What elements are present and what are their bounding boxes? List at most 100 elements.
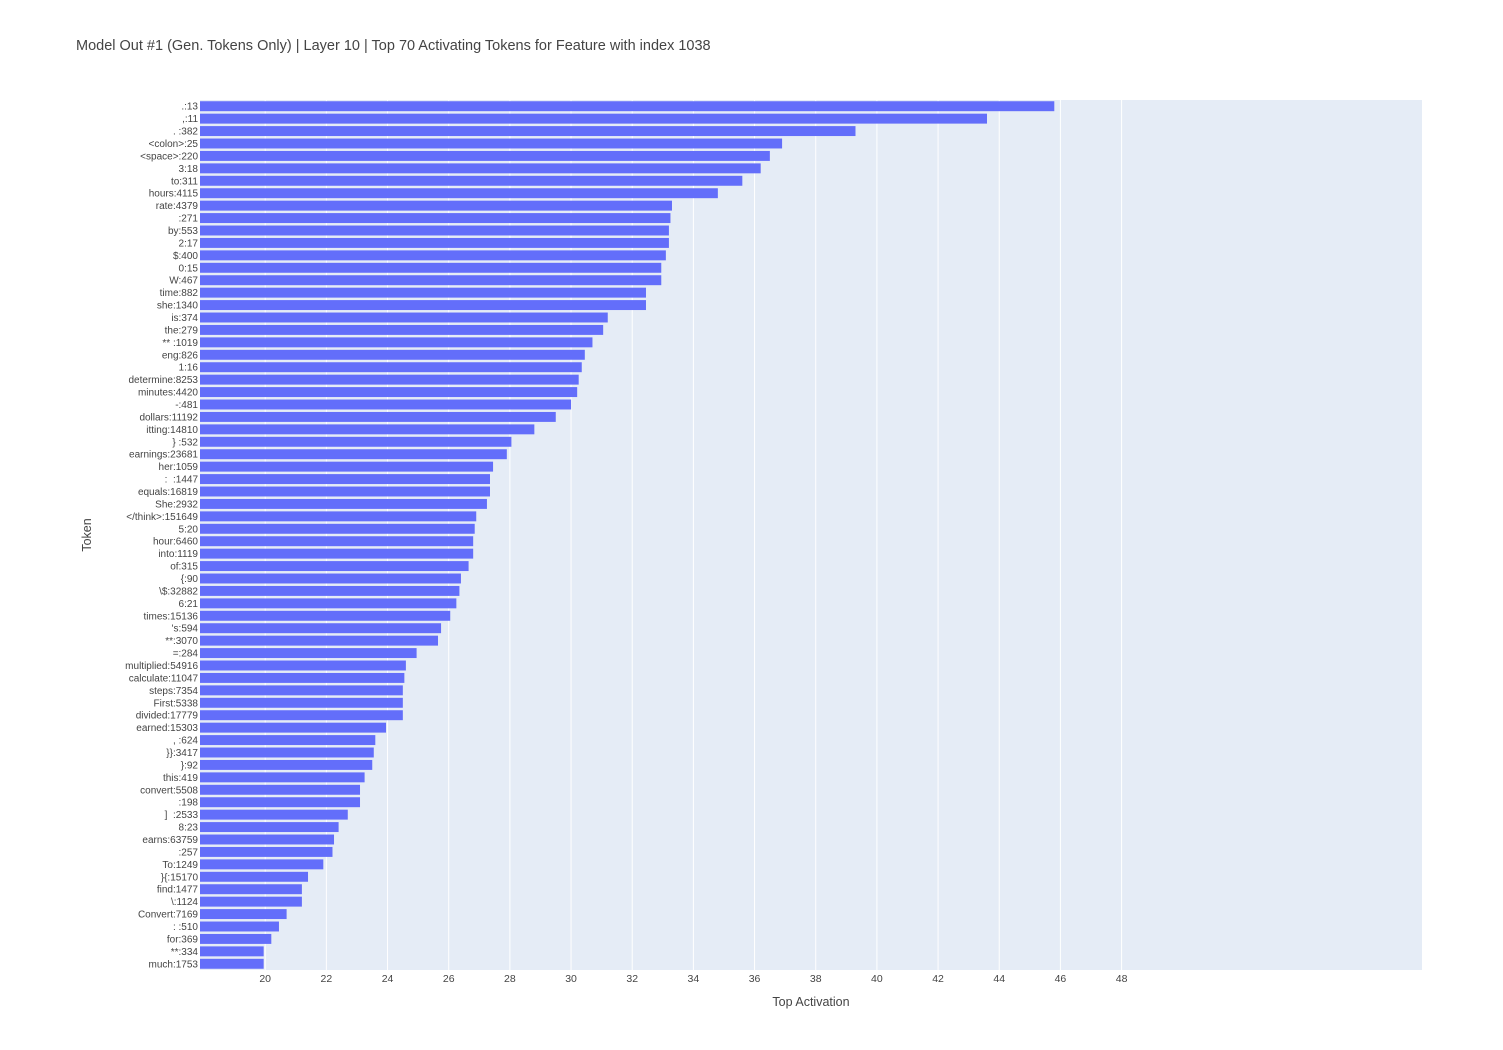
y-category-label: {:90 xyxy=(181,574,199,585)
bar[interactable] xyxy=(200,188,718,199)
bar[interactable] xyxy=(200,349,585,360)
bar[interactable] xyxy=(200,213,671,224)
bar[interactable] xyxy=(200,287,646,298)
bar[interactable] xyxy=(200,871,309,882)
x-axis-title: Top Activation xyxy=(772,995,849,1009)
bar[interactable] xyxy=(200,387,578,398)
bar[interactable] xyxy=(200,822,339,833)
y-category-label: \:1124 xyxy=(171,897,198,908)
bar[interactable] xyxy=(200,710,403,721)
bar[interactable] xyxy=(200,747,374,758)
bar[interactable] xyxy=(200,660,406,671)
y-category-label: by:553 xyxy=(168,226,198,237)
y-category-label: convert:5508 xyxy=(140,785,198,796)
bar[interactable] xyxy=(200,101,1055,112)
bar[interactable] xyxy=(200,797,361,808)
y-category-label: 's:594 xyxy=(172,624,199,635)
bar[interactable] xyxy=(200,772,365,783)
bar[interactable] xyxy=(200,921,279,932)
bar[interactable] xyxy=(200,784,361,795)
bar[interactable] xyxy=(200,126,856,137)
y-category-label: 1:16 xyxy=(179,363,199,374)
y-category-label: Convert:7169 xyxy=(138,910,198,921)
bar[interactable] xyxy=(200,548,474,559)
bar[interactable] xyxy=(200,262,662,273)
bar[interactable] xyxy=(200,324,604,335)
x-tick-label: 20 xyxy=(259,973,271,985)
bar[interactable] xyxy=(200,648,417,659)
x-axis-ticks: 20 22 24 26 28 30 32 34 36 38 40 42 44 46 48 xyxy=(259,973,1127,985)
bar[interactable] xyxy=(200,523,475,534)
y-category-label: into:1119 xyxy=(158,549,198,560)
y-category-label: } :532 xyxy=(172,437,198,448)
y-category-label: =:284 xyxy=(173,649,199,660)
bar[interactable] xyxy=(200,113,988,124)
y-category-label: 0:15 xyxy=(179,263,199,274)
bar[interactable] xyxy=(200,486,490,497)
bar[interactable] xyxy=(200,138,783,149)
x-tick-label: 28 xyxy=(504,973,516,985)
bar[interactable] xyxy=(200,946,264,957)
bar[interactable] xyxy=(200,312,608,323)
chart-title: Model Out #1 (Gen. Tokens Only) | Layer … xyxy=(76,38,711,54)
y-category-label: equals:16819 xyxy=(138,487,198,498)
bar[interactable] xyxy=(200,275,662,286)
x-tick-label: 48 xyxy=(1116,973,1128,985)
bar[interactable] xyxy=(200,237,669,248)
bar[interactable] xyxy=(200,337,593,348)
bar[interactable] xyxy=(200,685,403,696)
bar[interactable] xyxy=(200,498,487,509)
y-category-label: To:1249 xyxy=(162,860,198,871)
x-tick-label: 38 xyxy=(810,973,822,985)
bar[interactable] xyxy=(200,150,770,161)
bar[interactable] xyxy=(200,610,451,621)
bar[interactable] xyxy=(200,722,387,733)
bar[interactable] xyxy=(200,573,461,584)
bar[interactable] xyxy=(200,735,376,746)
bar[interactable] xyxy=(200,163,761,174)
bar[interactable] xyxy=(200,300,646,311)
bar[interactable] xyxy=(200,411,556,422)
bar[interactable] xyxy=(200,250,666,261)
bar[interactable] xyxy=(200,225,669,236)
bar[interactable] xyxy=(200,561,469,572)
bar[interactable] xyxy=(200,697,403,708)
bar[interactable] xyxy=(200,436,512,447)
bar[interactable] xyxy=(200,511,477,522)
x-tick-label: 24 xyxy=(382,973,394,985)
y-category-label: W:467 xyxy=(169,276,198,287)
bar[interactable] xyxy=(200,809,348,820)
y-category-label: ] :2533 xyxy=(165,810,199,821)
bar[interactable] xyxy=(200,449,507,460)
bar[interactable] xyxy=(200,896,302,907)
bar[interactable] xyxy=(200,598,457,609)
y-axis-title: Token xyxy=(80,518,94,551)
y-category-label: <space>:220 xyxy=(140,151,198,162)
bar[interactable] xyxy=(200,759,373,770)
bar[interactable] xyxy=(200,933,272,944)
bar[interactable] xyxy=(200,834,335,845)
bar[interactable] xyxy=(200,909,287,920)
bar[interactable] xyxy=(200,672,405,683)
bar[interactable] xyxy=(200,474,490,485)
bar[interactable] xyxy=(200,362,582,373)
bar[interactable] xyxy=(200,399,572,410)
bar[interactable] xyxy=(200,461,494,472)
bar[interactable] xyxy=(200,424,535,435)
bar[interactable] xyxy=(200,585,460,596)
y-category-label: time:882 xyxy=(160,288,199,299)
y-category-label: }{:15170 xyxy=(161,872,199,883)
y-category-label: hour:6460 xyxy=(153,537,198,548)
bar[interactable] xyxy=(200,536,474,547)
bar[interactable] xyxy=(200,635,439,646)
bar[interactable] xyxy=(200,846,333,857)
y-category-label: \$:32882 xyxy=(159,586,198,597)
y-category-label: multiplied:54916 xyxy=(125,661,198,672)
bar[interactable] xyxy=(200,859,324,870)
bar[interactable] xyxy=(200,374,579,385)
bar[interactable] xyxy=(200,175,743,186)
bar[interactable] xyxy=(200,958,264,969)
bar[interactable] xyxy=(200,200,672,211)
bar[interactable] xyxy=(200,623,442,634)
bar[interactable] xyxy=(200,884,302,895)
